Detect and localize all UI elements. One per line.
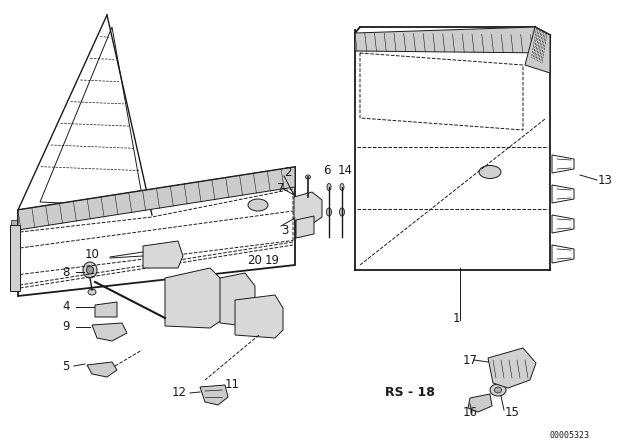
Text: 6: 6 [323, 164, 330, 177]
Text: 1: 1 [453, 311, 461, 324]
Text: 17: 17 [463, 353, 478, 366]
Text: 8: 8 [62, 266, 69, 279]
Bar [11, 240, 19, 250]
Text: 12: 12 [172, 387, 187, 400]
Polygon shape [525, 27, 550, 73]
Text: 10: 10 [85, 249, 100, 262]
Ellipse shape [248, 199, 268, 211]
Text: 13: 13 [598, 173, 613, 186]
Polygon shape [235, 295, 283, 338]
Polygon shape [18, 167, 295, 230]
Text: 14: 14 [338, 164, 353, 177]
Text: 9: 9 [62, 320, 70, 333]
Ellipse shape [327, 184, 331, 190]
Polygon shape [87, 362, 117, 377]
Ellipse shape [88, 289, 96, 295]
Polygon shape [200, 385, 228, 405]
Ellipse shape [226, 290, 248, 310]
Ellipse shape [249, 309, 269, 325]
Polygon shape [355, 27, 550, 53]
Bar [11, 220, 19, 230]
Ellipse shape [182, 289, 207, 311]
Polygon shape [95, 302, 117, 317]
Polygon shape [143, 241, 183, 268]
Text: 20: 20 [247, 254, 262, 267]
Text: 19: 19 [265, 254, 280, 267]
Text: 00005323: 00005323 [550, 431, 590, 439]
Text: 2: 2 [284, 165, 291, 178]
Text: 11: 11 [225, 379, 240, 392]
Text: 16: 16 [463, 406, 478, 419]
Bar [11, 270, 19, 280]
Text: RS - 18: RS - 18 [385, 387, 435, 400]
Polygon shape [296, 216, 314, 238]
Ellipse shape [305, 206, 310, 210]
Ellipse shape [490, 384, 506, 396]
Ellipse shape [302, 203, 314, 213]
Polygon shape [468, 394, 492, 412]
Ellipse shape [339, 208, 344, 216]
Polygon shape [220, 273, 255, 326]
Ellipse shape [495, 387, 502, 393]
Ellipse shape [83, 262, 97, 278]
Text: 7: 7 [277, 181, 285, 194]
Ellipse shape [479, 165, 501, 178]
Polygon shape [488, 348, 536, 388]
Polygon shape [10, 225, 20, 291]
Ellipse shape [189, 295, 201, 305]
Text: 5: 5 [62, 361, 69, 374]
Polygon shape [92, 323, 127, 341]
Polygon shape [165, 268, 225, 328]
Ellipse shape [340, 184, 344, 190]
Polygon shape [294, 192, 322, 224]
Ellipse shape [86, 266, 93, 274]
Text: 4: 4 [62, 301, 70, 314]
Text: 15: 15 [505, 406, 520, 419]
Ellipse shape [326, 208, 332, 216]
Text: 3: 3 [281, 224, 289, 237]
Ellipse shape [305, 175, 310, 179]
Bar [11, 255, 19, 265]
